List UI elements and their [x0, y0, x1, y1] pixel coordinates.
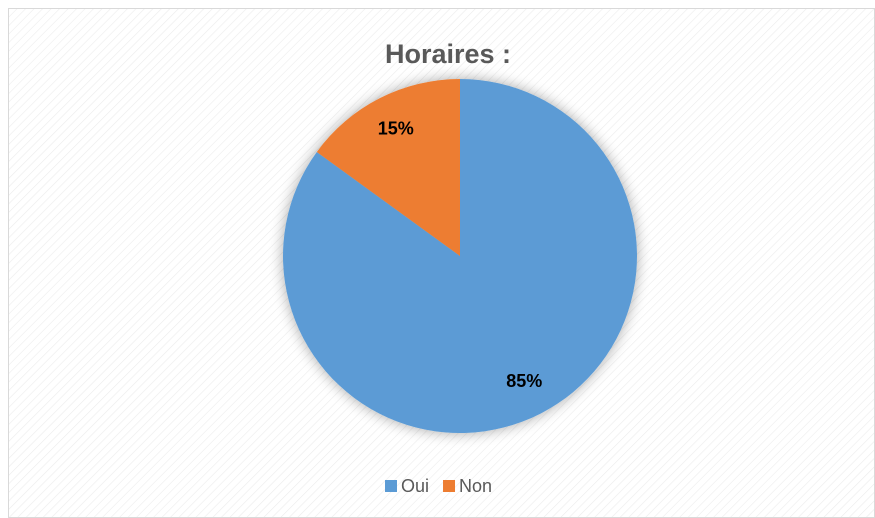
legend-swatch — [385, 480, 397, 492]
pie-slice — [316, 79, 460, 256]
data-label: 85% — [506, 371, 542, 391]
labels: 85% 15% — [378, 119, 543, 391]
legend-label: Non — [459, 476, 492, 496]
chart-title: Horaires : — [385, 39, 511, 69]
legend-label: Oui — [401, 476, 429, 496]
legend-swatch — [443, 480, 456, 492]
data-label: 15% — [378, 119, 414, 139]
pie — [282, 79, 637, 434]
legend: Oui Non — [385, 476, 492, 496]
